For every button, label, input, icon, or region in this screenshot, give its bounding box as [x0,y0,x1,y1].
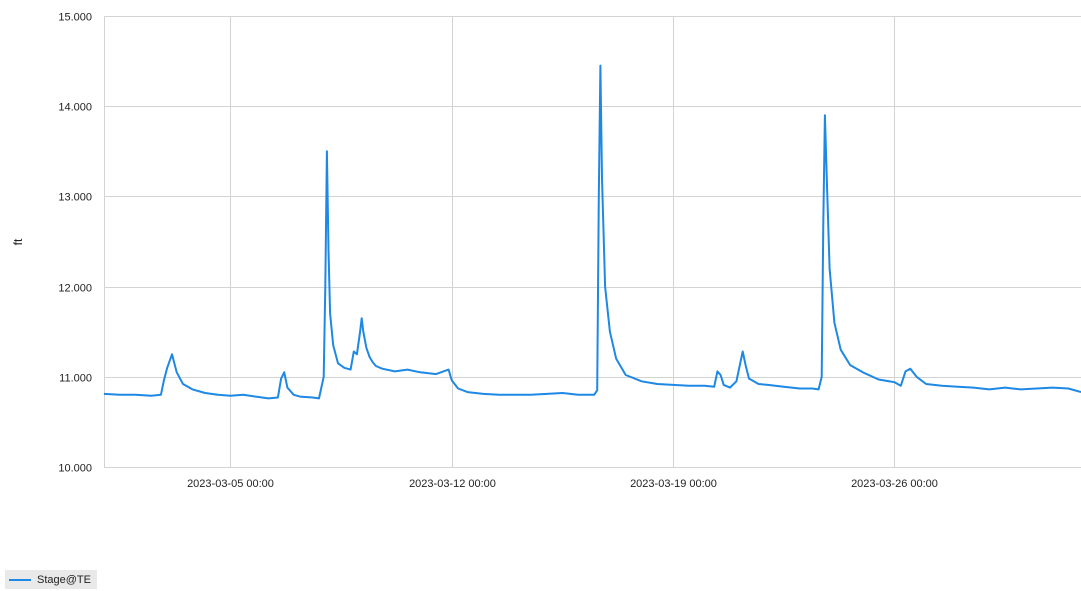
y-tick-label: 14.000 [58,102,92,114]
series-layer [103,64,1081,400]
legend-label: Stage@TE [37,573,91,586]
y-tick-label: 15.000 [58,12,92,24]
y-tick-label: 11.000 [59,373,92,385]
legend[interactable]: Stage@TE [5,570,97,589]
x-tick-label: 2023-03-26 00:00 [851,478,938,490]
y-tick-label: 12.000 [58,283,92,295]
x-tick-label: 2023-03-19 00:00 [630,478,717,490]
y-tick-label: 10.000 [58,463,92,475]
y-tick-label: 13.000 [58,192,92,204]
x-tick-label: 2023-03-12 00:00 [409,478,496,490]
series-line-stage-te [103,64,1081,400]
x-tick-label: 2023-03-05 00:00 [187,478,274,490]
gridlines [104,16,1081,468]
legend-swatch [9,578,31,581]
tick-labels: 10.000 11.000 12.000 13.000 14.000 15.000 2023… [58,12,938,491]
y-axis-title: ft [11,238,25,245]
